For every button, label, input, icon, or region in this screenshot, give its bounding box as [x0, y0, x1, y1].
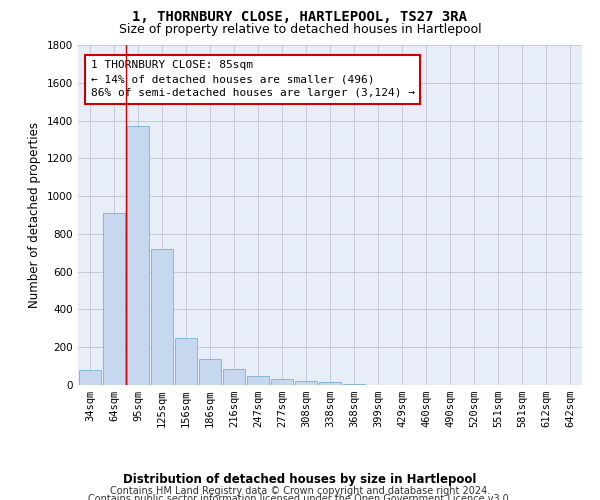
Text: Contains HM Land Registry data © Crown copyright and database right 2024.: Contains HM Land Registry data © Crown c… — [110, 486, 490, 496]
Bar — [247, 376, 269, 385]
Text: Size of property relative to detached houses in Hartlepool: Size of property relative to detached ho… — [119, 22, 481, 36]
Text: Distribution of detached houses by size in Hartlepool: Distribution of detached houses by size … — [124, 472, 476, 486]
Y-axis label: Number of detached properties: Number of detached properties — [28, 122, 41, 308]
Text: 1 THORNBURY CLOSE: 85sqm
← 14% of detached houses are smaller (496)
86% of semi-: 1 THORNBURY CLOSE: 85sqm ← 14% of detach… — [91, 60, 415, 98]
Bar — [295, 381, 317, 385]
Bar — [199, 358, 221, 385]
Bar — [103, 213, 125, 385]
Bar — [79, 370, 101, 385]
Bar — [223, 369, 245, 385]
Bar — [175, 338, 197, 385]
Text: Contains public sector information licensed under the Open Government Licence v3: Contains public sector information licen… — [88, 494, 512, 500]
Bar — [151, 249, 173, 385]
Bar — [343, 384, 365, 385]
Bar — [319, 382, 341, 385]
Text: 1, THORNBURY CLOSE, HARTLEPOOL, TS27 3RA: 1, THORNBURY CLOSE, HARTLEPOOL, TS27 3RA — [133, 10, 467, 24]
Bar — [271, 380, 293, 385]
Bar — [127, 126, 149, 385]
